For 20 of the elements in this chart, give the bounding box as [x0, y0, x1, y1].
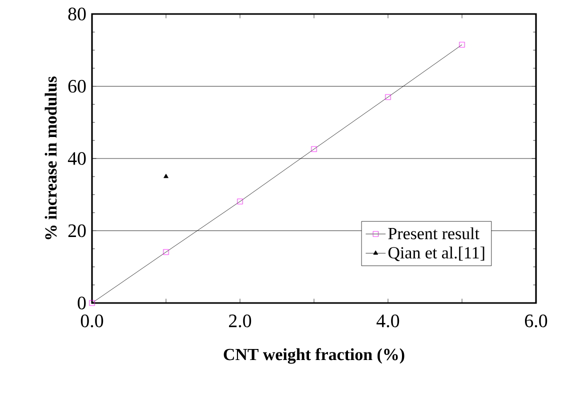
point: [385, 94, 391, 100]
x-tick-label: 2.0: [229, 314, 252, 328]
x-axis-title: CNT weight fraction (%): [224, 348, 404, 364]
x-tick-label: 6.0: [524, 314, 548, 328]
y-tick-label: 20: [68, 224, 86, 238]
x-tick-label: 4.0: [376, 314, 400, 328]
point: [89, 300, 95, 306]
x-tick-label: 0.0: [80, 314, 104, 328]
point: [164, 174, 168, 178]
y-tick-label: 0: [78, 296, 86, 310]
point: [311, 146, 317, 152]
y-tick-label: 60: [68, 80, 86, 93]
y-tick-label: 40: [68, 152, 86, 165]
legend-label: Present result: [388, 227, 480, 240]
point: [237, 198, 243, 204]
point: [163, 249, 169, 255]
y-axis-title: % increase in modulus: [44, 76, 57, 240]
y-tick-label: 80: [68, 8, 86, 20]
legend-label: Qian et al.[11]: [388, 246, 484, 262]
point: [459, 42, 465, 48]
